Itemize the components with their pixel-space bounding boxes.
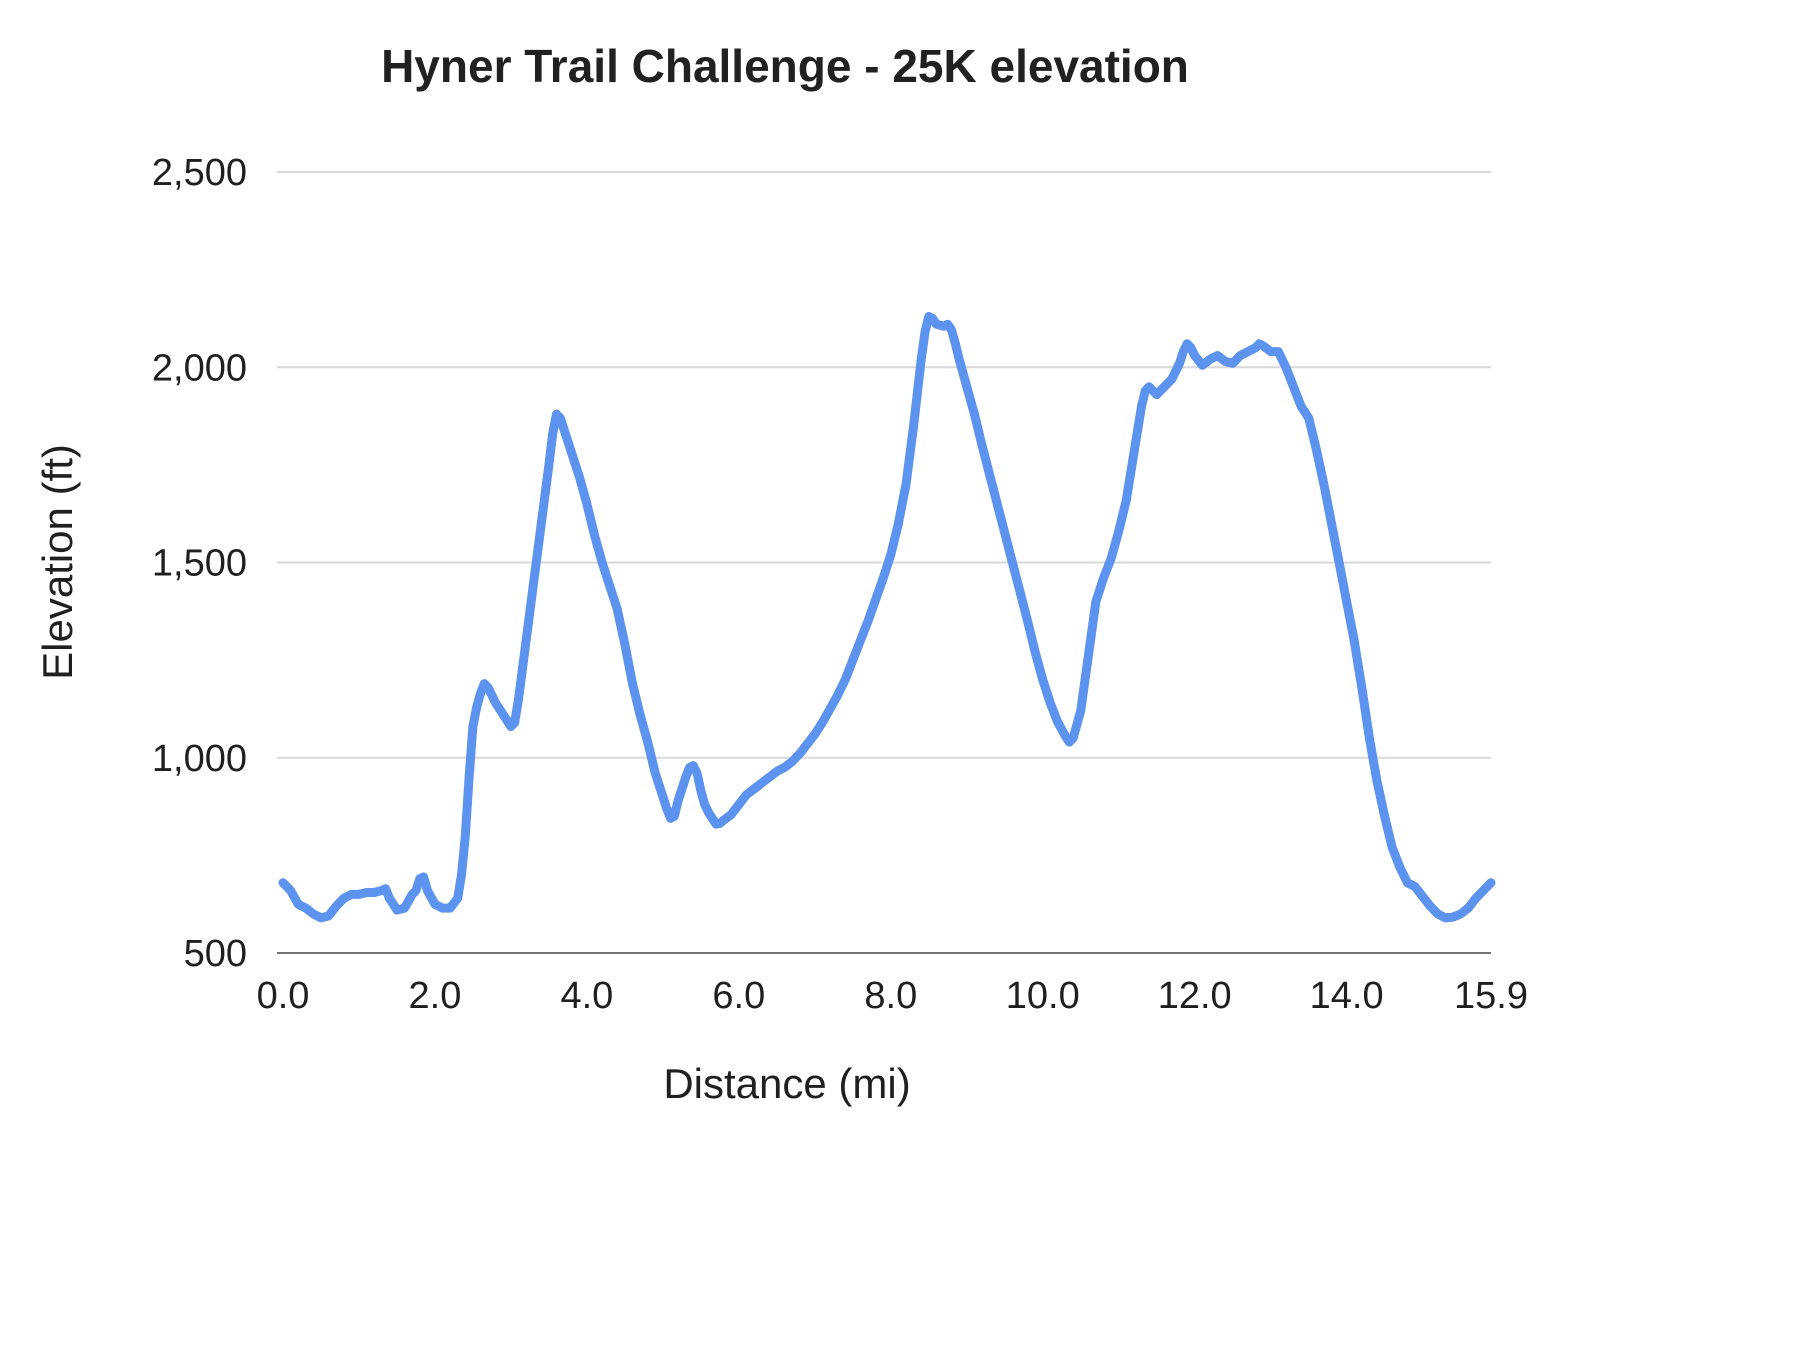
y-tick-label: 2,000 — [152, 347, 247, 389]
x-tick-label: 2.0 — [409, 975, 462, 1017]
x-tick-label: 12.0 — [1158, 975, 1232, 1017]
y-tick-label: 1,500 — [152, 543, 247, 585]
chart-title: Hyner Trail Challenge - 25K elevation — [381, 40, 1189, 92]
y-axis-label: Elevation (ft) — [34, 444, 81, 680]
x-tick-label: 10.0 — [1006, 975, 1080, 1017]
x-tick-label: 6.0 — [712, 975, 765, 1017]
x-tick-label: 4.0 — [560, 975, 613, 1017]
y-tick-label: 500 — [184, 933, 247, 975]
y-tick-labels: 500 1,000 1,500 2,000 2,500 — [152, 152, 247, 975]
x-tick-label: 0.0 — [257, 975, 310, 1017]
x-tick-label: 8.0 — [864, 975, 917, 1017]
x-axis-label: Distance (mi) — [663, 1060, 910, 1107]
elevation-line — [278, 312, 1496, 923]
y-tick-label: 1,000 — [152, 738, 247, 780]
y-tick-label: 2,500 — [152, 152, 247, 194]
x-tick-label: 15.9 — [1454, 975, 1528, 1017]
x-tick-labels: 0.0 2.0 4.0 6.0 8.0 10.0 12.0 14.0 15.9 — [257, 975, 1528, 1017]
x-tick-label: 14.0 — [1310, 975, 1384, 1017]
